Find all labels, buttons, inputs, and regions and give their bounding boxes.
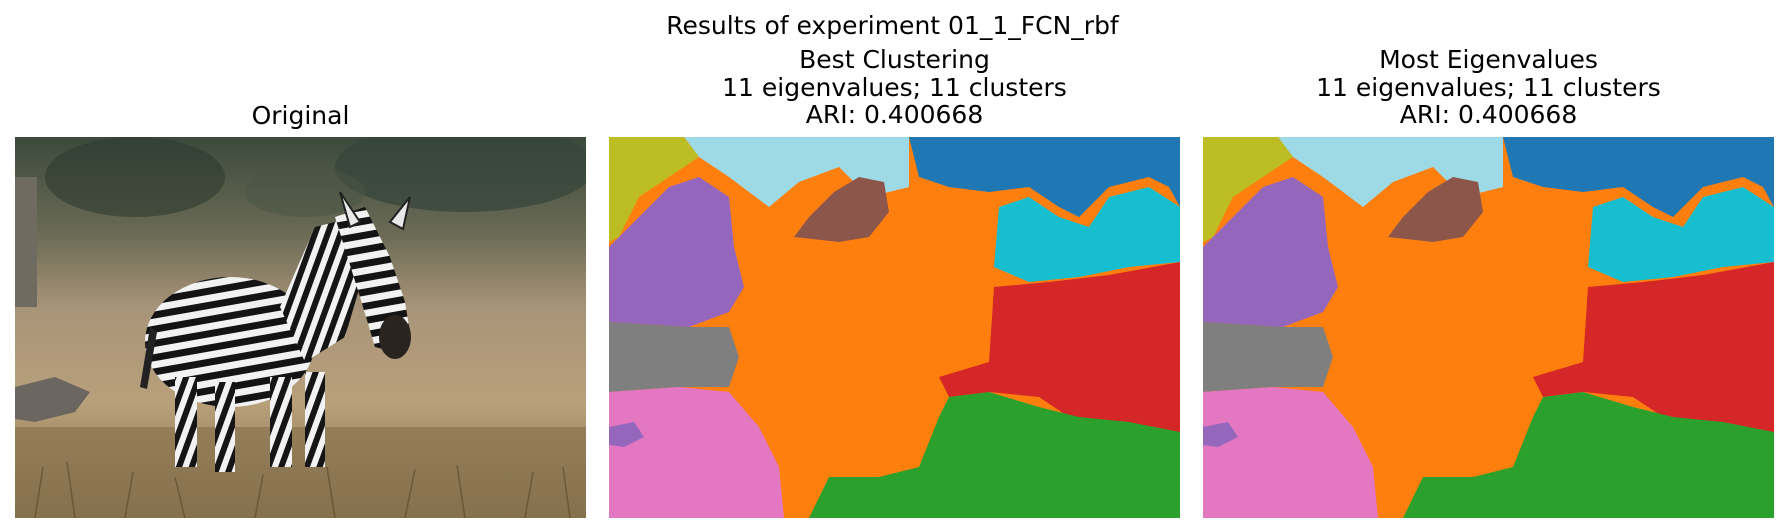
photo-trunk [15,177,37,307]
blue-region [909,137,1180,217]
panel-title-line: Most Eigenvalues [1379,45,1598,74]
figure-suptitle: Results of experiment 01_1_FCN_rbf [666,11,1119,40]
photo-blur-tree [335,137,586,212]
panel-title-line: Original [251,101,350,130]
zebra-ear [388,196,411,231]
gray-region [1203,322,1333,392]
zebra-leg [175,377,197,467]
zebra [140,191,411,472]
panel-original [15,137,586,518]
panel-title-line: Best Clustering [799,45,990,74]
gray-region [609,322,739,392]
blue-region [1503,137,1774,217]
brown-region [1388,177,1483,242]
pink-region [609,387,784,518]
zebra-photo [15,137,586,518]
green-region [809,392,1180,518]
photo-blur-tree [245,167,365,217]
zebra-muzzle [379,315,411,359]
pink-region [1203,387,1378,518]
photo-grass [15,427,586,518]
panel-best-title: Best Clustering 11 eigenvalues; 11 clust… [609,46,1180,129]
olive-region [609,137,699,242]
panel-original-title: Original [15,102,586,130]
segmentation-map [1203,137,1774,518]
zebra-body [145,277,315,407]
sky-region [684,137,909,207]
sky-region [1278,137,1503,207]
olive-region [1203,137,1293,242]
panel-most-title: Most Eigenvalues 11 eigenvalues; 11 clus… [1203,46,1774,129]
red-region [939,262,1180,437]
photo-grass-blades [34,461,571,518]
panel-title-line: 11 eigenvalues; 11 clusters [1316,72,1661,102]
purple-speck-region [1203,422,1238,447]
photo-blur-tree [45,137,225,217]
panel-title-line: 11 eigenvalues; 11 clusters [722,72,1067,102]
panel-title-line: ARI: 0.400668 [1399,100,1578,129]
zebra-leg [270,377,292,467]
red-region [1533,262,1774,437]
photo-log [15,377,90,422]
panel-title-line: ARI: 0.400668 [805,100,984,129]
zebra-ear [339,191,362,229]
segmentation-map [609,137,1180,518]
zebra-leg [305,372,325,467]
cyan-region [994,187,1180,282]
zebra-tail [140,327,157,389]
purple-region [1203,177,1338,327]
cyan-region [1588,187,1774,282]
zebra-leg [215,382,235,472]
panel-most-eigenvalues [1203,137,1774,518]
green-region [1403,392,1774,518]
brown-region [794,177,889,242]
purple-speck-region [609,422,644,447]
panel-best-clustering [609,137,1180,518]
purple-region [609,177,744,327]
